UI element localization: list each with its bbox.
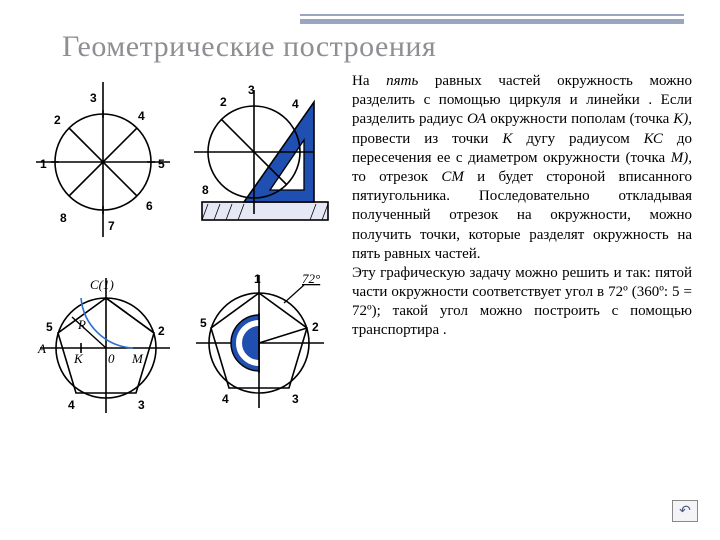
svg-text:4: 4 [68,398,75,412]
t: КС [644,131,663,147]
t: пять [386,73,418,89]
svg-text:0: 0 [108,351,115,366]
fig-pentagon-construct: R С(1) А К 0 М 2 5 4 3 [28,253,178,428]
t: окружности пополам (точка [486,111,673,127]
back-icon[interactable]: ↶ [672,500,698,522]
svg-text:8: 8 [202,183,209,197]
svg-text:7: 7 [108,219,115,233]
svg-text:А: А [37,341,46,356]
svg-text:3: 3 [248,83,255,97]
svg-text:6: 6 [146,199,153,213]
svg-text:5: 5 [46,320,53,334]
slide: Геометрические построения [0,0,720,540]
svg-text:3: 3 [90,91,97,105]
svg-text:К: К [73,351,84,366]
svg-text:R: R [77,317,86,332]
decorative-rule [300,14,684,24]
back-glyph: ↶ [679,503,691,520]
svg-text:5: 5 [200,316,207,330]
svg-text:8: 8 [60,211,67,225]
t: К), [673,111,692,127]
t: провести из точки [352,131,502,147]
t: то отрезок [352,169,441,185]
fig-pentagon-protractor: 72° 1 2 3 4 5 [184,253,334,428]
svg-text:2: 2 [312,320,319,334]
svg-text:М: М [131,351,144,366]
page-title: Геометрические построения [62,30,692,64]
svg-text:1: 1 [40,157,47,171]
svg-text:4: 4 [222,392,229,406]
t: ОА [467,111,486,127]
t: На [352,73,386,89]
svg-text:4: 4 [138,109,145,123]
svg-text:2: 2 [220,95,227,109]
svg-text:5: 5 [158,157,165,171]
t: СМ [441,169,464,185]
svg-text:2: 2 [158,324,165,338]
figure-grid: 1 2 3 4 5 6 7 8 [28,72,340,428]
body-text: На пять равных частей окружность можно р… [352,72,692,428]
svg-text:3: 3 [292,392,299,406]
svg-text:3: 3 [138,398,145,412]
svg-text:С(1): С(1) [90,277,114,292]
t: дугу радиусом [512,131,643,147]
t: Эту графическую задачу можно решить и та… [352,265,692,339]
content-row: 1 2 3 4 5 6 7 8 [28,72,692,428]
fig-octagon: 1 2 3 4 5 6 7 8 [28,72,178,247]
t: М), [671,150,692,166]
t: К [502,131,512,147]
svg-text:2: 2 [54,113,61,127]
svg-text:72°: 72° [302,271,320,286]
svg-text:1: 1 [254,272,261,286]
fig-set-square: 2 3 4 8 [184,72,334,247]
svg-text:4: 4 [292,97,299,111]
